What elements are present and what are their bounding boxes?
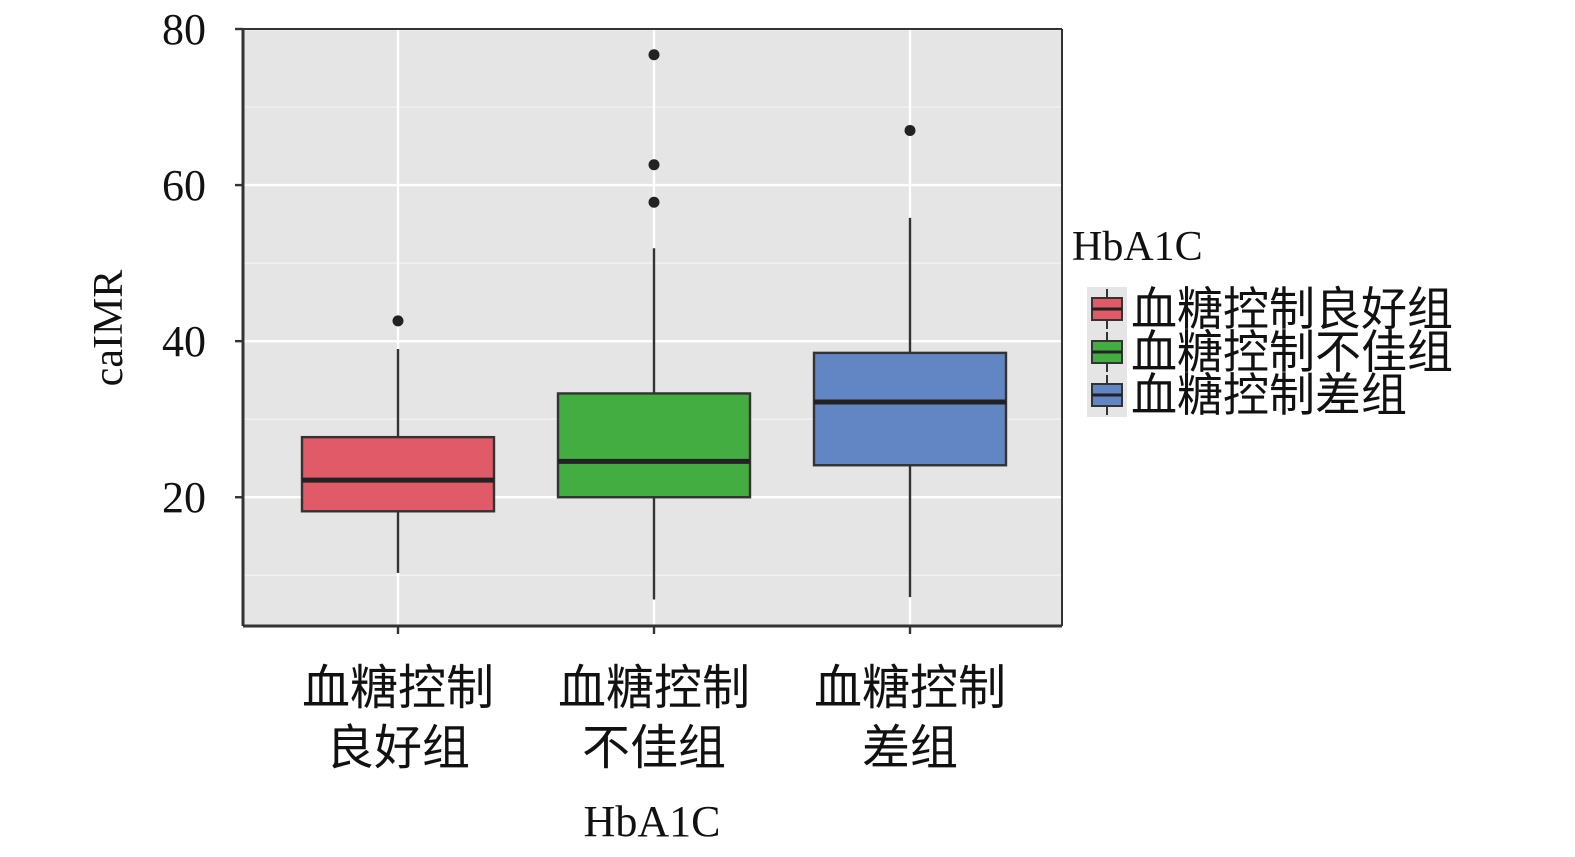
legend-label: 血糖控制良好组 [1131, 284, 1453, 335]
outlier-point [648, 196, 660, 208]
legend-item: 血糖控制不佳组 [1087, 327, 1453, 378]
box-2 [556, 49, 752, 600]
outlier-point [648, 159, 660, 171]
outlier-point [648, 49, 660, 61]
y-tick-label: 40 [162, 317, 206, 366]
legend-title: HbA1C [1072, 224, 1203, 270]
x-axis-title: HbA1C [584, 797, 721, 846]
x-tick-label: 血糖控制 [814, 662, 1006, 715]
legend-label: 血糖控制不佳组 [1131, 327, 1453, 378]
iqr-box [300, 435, 496, 513]
y-tick-label: 20 [162, 473, 206, 522]
box-3 [812, 124, 1008, 598]
x-tick-label: 不佳组 [582, 722, 726, 775]
axes: 20 40 60 80 血糖控制良好组 血糖控制不佳组 血糖控制差组 [162, 5, 1063, 775]
y-axis-title: caIMR [86, 270, 132, 387]
x-tick-label: 良好组 [326, 722, 470, 775]
x-tick-label: 血糖控制 [558, 662, 750, 715]
x-tick-label: 差组 [862, 722, 958, 775]
box-1 [300, 315, 496, 573]
outlier-point [392, 315, 404, 327]
legend-item: 血糖控制良好组 [1087, 284, 1453, 335]
iqr-box [812, 351, 1008, 467]
iqr-box [556, 392, 752, 499]
outlier-point [904, 124, 916, 136]
boxes [300, 49, 1008, 600]
legend-item: 血糖控制差组 [1087, 370, 1407, 421]
y-tick-label: 80 [162, 5, 206, 54]
plot-panel [243, 29, 1062, 626]
y-tick-label: 60 [162, 161, 206, 210]
legend-label: 血糖控制差组 [1131, 370, 1407, 421]
x-tick-label: 血糖控制 [302, 662, 494, 715]
